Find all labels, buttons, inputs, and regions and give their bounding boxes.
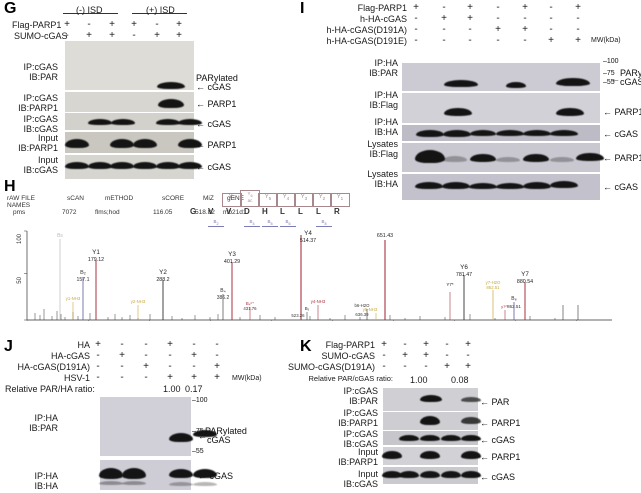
svg-text:B₈: B₈	[511, 296, 516, 302]
svg-text:862.51: 862.51	[486, 285, 500, 290]
svg-text:880.54: 880.54	[517, 279, 533, 285]
svg-text:Y2: Y2	[159, 269, 167, 276]
svg-text:y1-NH3: y1-NH3	[66, 296, 81, 301]
svg-text:Y7: Y7	[521, 271, 529, 278]
svg-text:B₄: B₄	[220, 288, 225, 294]
svg-text:514.37: 514.37	[300, 238, 316, 244]
svg-text:50: 50	[17, 276, 23, 283]
svg-text:Bs: Bs	[57, 233, 63, 239]
svg-text:y4-NH3: y4-NH3	[311, 299, 326, 304]
svg-text:Y1: Y1	[92, 249, 100, 256]
svg-text:386.2: 386.2	[217, 295, 230, 301]
svg-text:Y7*: Y7*	[446, 282, 454, 287]
svg-text:b6-H2O: b6-H2O	[354, 303, 370, 308]
svg-text:636.39: 636.39	[355, 312, 369, 317]
svg-text:B₂: B₂	[80, 270, 86, 276]
svg-text:Y6: Y6	[460, 264, 468, 271]
svg-text:781.47: 781.47	[456, 272, 472, 278]
svg-text:100: 100	[17, 233, 23, 244]
svg-text:288.2: 288.2	[156, 277, 169, 283]
svg-text:431.76: 431.76	[243, 306, 257, 311]
svg-text:523.26: 523.26	[291, 313, 305, 318]
svg-text:179.12: 179.12	[88, 257, 104, 263]
svg-text:651.43: 651.43	[377, 233, 393, 239]
svg-text:862.51: 862.51	[507, 304, 521, 309]
svg-text:401.29: 401.29	[224, 259, 240, 265]
svg-text:B₅: B₅	[305, 306, 310, 311]
svg-text:y2-NH3: y2-NH3	[131, 299, 146, 304]
svg-text:Y3: Y3	[228, 251, 236, 258]
svg-text:157.1: 157.1	[77, 277, 90, 283]
svg-text:Y4: Y4	[304, 230, 312, 237]
